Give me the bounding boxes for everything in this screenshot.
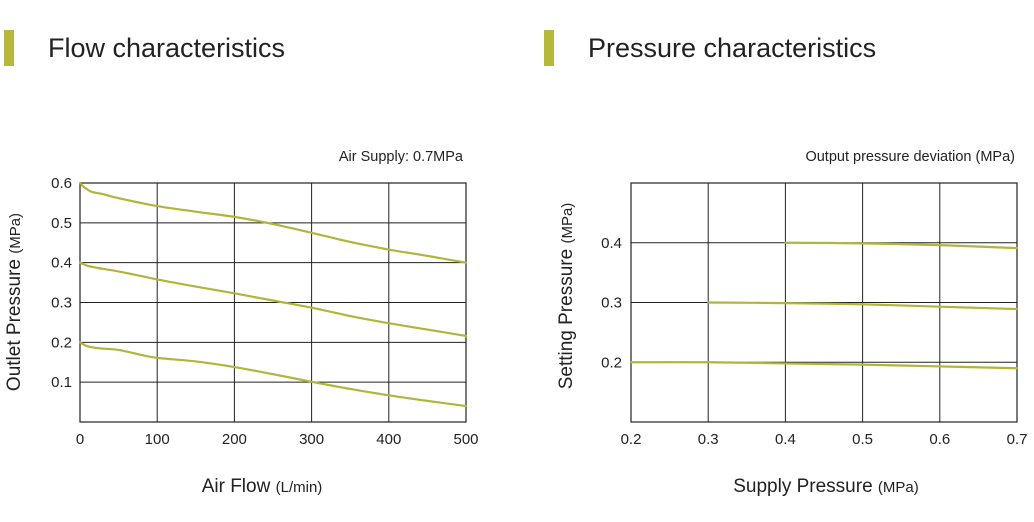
pressure-x-tick-label: 0.6 <box>929 431 950 448</box>
flow-x-tick-label: 500 <box>453 431 478 448</box>
pressure-x-tick-label: 0.7 <box>1007 431 1028 448</box>
flow-y-tick-label: 0.2 <box>51 334 72 351</box>
flow-x-tick-label: 0 <box>76 431 84 448</box>
pressure-x-axis-label: Supply Pressure (MPa) <box>733 476 919 497</box>
flow-x-axis-label: Air Flow (L/min) <box>202 476 323 497</box>
flow-y-tick-label: 0.1 <box>51 374 72 391</box>
flow-y-tick-label: 0.4 <box>51 255 72 272</box>
pressure-x-axis-unit: (MPa) <box>878 479 919 496</box>
flow-x-axis-unit: (L/min) <box>276 479 323 496</box>
pressure-y-tick-label: 0.2 <box>601 354 622 371</box>
flow-y-tick-label: 0.3 <box>51 295 72 312</box>
flow-annotation: Air Supply: 0.7MPa <box>339 149 464 165</box>
pressure-heading: Pressure characteristics <box>544 30 876 66</box>
pressure-x-axis-title: Supply Pressure <box>733 476 878 497</box>
flow-y-axis-label: Outlet Pressure (MPa) <box>4 213 25 391</box>
pressure-y-axis-title: Setting Pressure <box>556 244 577 390</box>
pressure-y-axis-unit: (MPa) <box>559 203 576 244</box>
pressure-y-tick-label: 0.3 <box>601 295 622 312</box>
flow-series-line-3 <box>78 341 468 408</box>
pressure-x-tick-label: 0.2 <box>621 431 642 448</box>
flow-y-axis-title: Outlet Pressure <box>4 254 25 391</box>
pressure-heading-title: Pressure characteristics <box>588 32 877 63</box>
flow-series-line-2 <box>78 261 468 338</box>
flow-heading: Flow characteristics <box>4 30 285 66</box>
flow-y-tick-label: 0.5 <box>51 215 72 232</box>
pressure-series-line-1 <box>784 241 1019 250</box>
heading-accent-bar <box>544 30 554 66</box>
pressure-plot-frame <box>630 182 1018 423</box>
flow-x-tick-label: 200 <box>222 431 247 448</box>
flow-x-tick-label: 300 <box>299 431 324 448</box>
pressure-y-axis-label: Setting Pressure (MPa) <box>556 203 577 390</box>
pressure-x-tick-label: 0.4 <box>775 431 796 448</box>
pressure-series-line-3 <box>629 361 1019 370</box>
pressure-annotation: Output pressure deviation (MPa) <box>805 149 1015 165</box>
pressure-x-tick-label: 0.3 <box>698 431 719 448</box>
pressure-y-tick-label: 0.4 <box>601 235 622 252</box>
flow-plot-frame <box>79 182 467 423</box>
pressure-x-tick-label: 0.5 <box>852 431 873 448</box>
flow-x-tick-label: 100 <box>145 431 170 448</box>
flow-series-line-1 <box>78 181 468 264</box>
flow-x-axis-title: Air Flow <box>202 476 276 497</box>
heading-accent-bar <box>4 30 14 66</box>
flow-y-tick-label: 0.6 <box>51 175 72 192</box>
flow-x-tick-label: 400 <box>376 431 401 448</box>
flow-y-axis-unit: (MPa) <box>7 213 24 254</box>
flow-heading-title: Flow characteristics <box>48 32 286 63</box>
pressure-series-line-2 <box>707 301 1019 311</box>
